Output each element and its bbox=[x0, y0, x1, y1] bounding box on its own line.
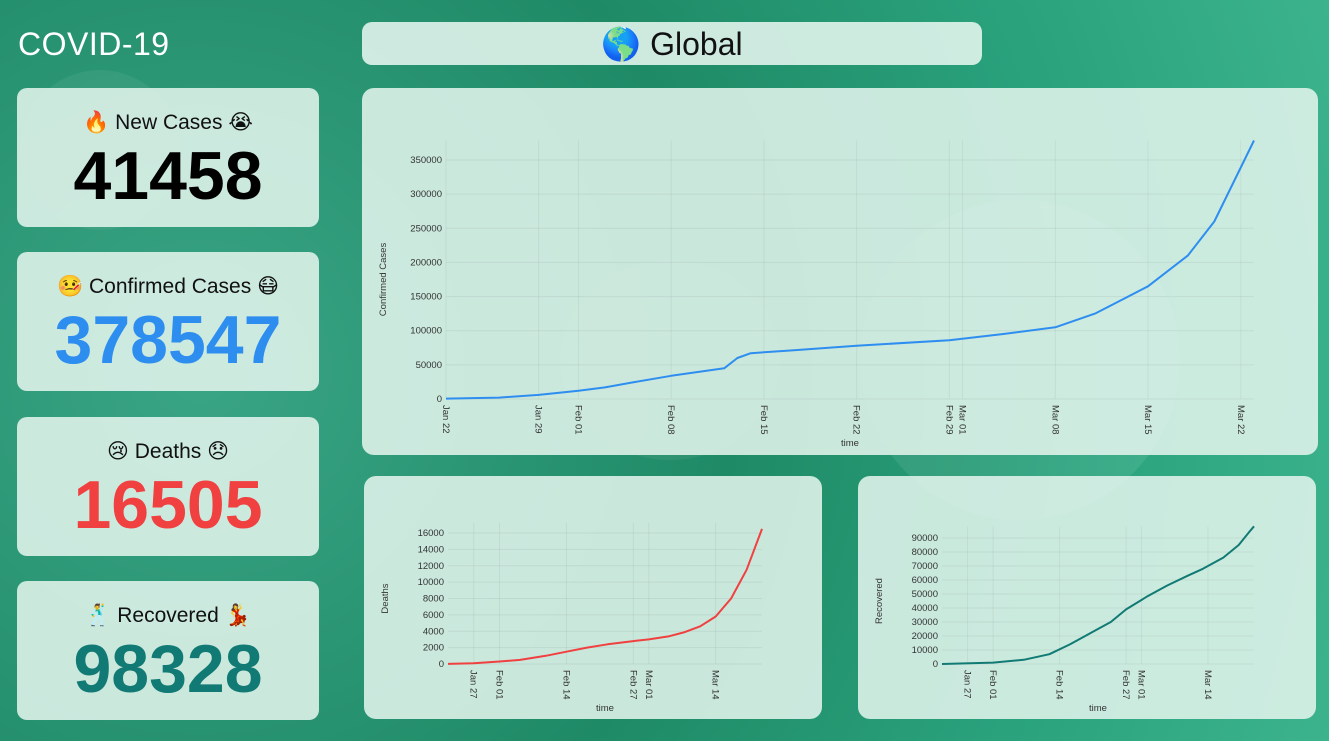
region-header: 🌎 Global bbox=[362, 22, 982, 65]
deaths-chart: 0 2000 4000 6000 8000 10000 12000 14000 16000 Jan… bbox=[380, 523, 763, 714]
y-tick-label: 10000 bbox=[418, 577, 444, 588]
y-tick-label: 20000 bbox=[912, 631, 938, 642]
y-tick-label: 12000 bbox=[418, 561, 444, 572]
region-title: Global bbox=[650, 26, 743, 62]
x-tick-label: Jan 27 bbox=[962, 670, 973, 699]
y-tick-label: 0 bbox=[437, 394, 442, 405]
globe-icon: 🌎 bbox=[601, 26, 642, 62]
y-tick-label: 300000 bbox=[410, 189, 442, 200]
y-tick-label: 70000 bbox=[912, 561, 938, 572]
confirmed-cases-chart: 0 50000 100000 150000 200000 250000 300000 3500… bbox=[378, 140, 1255, 449]
app-title: COVID-19 bbox=[18, 26, 170, 62]
y-axis-title: Deaths bbox=[380, 583, 391, 613]
x-tick-label: Feb 27 bbox=[627, 670, 638, 700]
x-tick-label: Feb 14 bbox=[560, 670, 571, 700]
new-cases-label: 🔥 New Cases 😭 bbox=[83, 111, 253, 134]
x-tick-label: Jan 22 bbox=[440, 405, 451, 434]
y-tick-label: 16000 bbox=[418, 528, 444, 539]
x-tick-label: Feb 29 bbox=[943, 405, 954, 435]
new-cases-card: 🔥 New Cases 😭 41458 bbox=[17, 88, 319, 227]
y-tick-label: 14000 bbox=[418, 544, 444, 555]
recovered-chart-panel: 0 10000 20000 30000 40000 50000 60000 70000 8000… bbox=[858, 476, 1316, 719]
x-axis-title: time bbox=[841, 438, 859, 449]
dancing-woman-icon: 💃 bbox=[224, 604, 251, 627]
x-tick-label: Mar 22 bbox=[1235, 405, 1246, 435]
x-tick-label: Mar 01 bbox=[643, 670, 654, 700]
fire-icon: 🔥 bbox=[83, 111, 110, 134]
x-tick-label: Feb 01 bbox=[572, 405, 583, 435]
x-axis-title: time bbox=[596, 703, 614, 714]
y-tick-label: 200000 bbox=[410, 257, 442, 268]
y-tick-label: 40000 bbox=[912, 603, 938, 614]
y-tick-label: 2000 bbox=[423, 643, 444, 654]
confirmed-cases-label: 🤒 Confirmed Cases 😷 bbox=[57, 275, 279, 298]
thermometer-face-icon: 🤒 bbox=[57, 275, 84, 298]
y-tick-label: 80000 bbox=[912, 547, 938, 558]
x-axis-title: time bbox=[1089, 703, 1107, 714]
y-tick-label: 50000 bbox=[912, 589, 938, 600]
x-tick-label: Feb 27 bbox=[1120, 670, 1131, 700]
y-tick-label: 4000 bbox=[423, 626, 444, 637]
y-tick-label: 0 bbox=[933, 659, 938, 670]
y-tick-label: 150000 bbox=[410, 292, 442, 303]
confirmed-cases-value: 378547 bbox=[54, 302, 282, 378]
mask-face-icon: 😷 bbox=[257, 275, 279, 298]
y-axis-title: Confirmed Cases bbox=[378, 243, 389, 317]
series-line bbox=[941, 525, 1255, 665]
deaths-card: 😢 Deaths 😞 16505 bbox=[17, 417, 319, 556]
x-tick-label: Feb 22 bbox=[851, 405, 862, 435]
y-tick-label: 6000 bbox=[423, 610, 444, 621]
x-tick-label: Feb 14 bbox=[1054, 670, 1065, 700]
x-tick-label: Mar 14 bbox=[710, 670, 721, 700]
x-tick-label: Jan 27 bbox=[468, 670, 479, 699]
confirmed-cases-card: 🤒 Confirmed Cases 😷 378547 bbox=[17, 252, 319, 391]
confirmed-chart-panel: 0 50000 100000 150000 200000 250000 300000 3500… bbox=[362, 88, 1318, 455]
crying-face-icon: 😭 bbox=[228, 111, 253, 134]
deaths-label: 😢 Deaths 😞 bbox=[106, 440, 230, 463]
x-tick-label: Feb 01 bbox=[987, 670, 998, 700]
x-tick-label: Mar 14 bbox=[1202, 670, 1213, 700]
recovered-label: 🕺 Recovered 💃 bbox=[85, 604, 251, 627]
recovered-chart: 0 10000 20000 30000 40000 50000 60000 70000 8000… bbox=[874, 525, 1255, 714]
recovered-card: 🕺 Recovered 💃 98328 bbox=[17, 581, 319, 720]
deaths-value: 16505 bbox=[73, 467, 263, 543]
dancing-man-icon: 🕺 bbox=[85, 604, 112, 627]
sad-face-icon: 😢 bbox=[106, 440, 129, 463]
y-tick-label: 0 bbox=[439, 659, 444, 670]
x-tick-label: Feb 15 bbox=[758, 405, 769, 435]
x-tick-label: Feb 01 bbox=[493, 670, 504, 700]
y-tick-label: 8000 bbox=[423, 594, 444, 605]
y-tick-label: 50000 bbox=[416, 360, 442, 371]
disappointed-face-icon: 😞 bbox=[207, 440, 230, 463]
new-cases-value: 41458 bbox=[73, 138, 263, 214]
x-tick-label: Mar 01 bbox=[1135, 670, 1146, 700]
recovered-value: 98328 bbox=[73, 631, 263, 707]
x-tick-label: Jan 29 bbox=[533, 405, 544, 434]
deaths-chart-panel: 0 2000 4000 6000 8000 10000 12000 14000 16000 Jan… bbox=[364, 476, 822, 719]
x-tick-label: Feb 08 bbox=[665, 405, 676, 435]
x-tick-label: Mar 01 bbox=[957, 405, 968, 435]
y-tick-label: 60000 bbox=[912, 575, 938, 586]
y-tick-label: 10000 bbox=[912, 645, 938, 656]
series-line bbox=[445, 140, 1255, 400]
y-tick-label: 100000 bbox=[410, 326, 442, 337]
y-tick-label: 90000 bbox=[912, 533, 938, 544]
y-axis-title: Recovered bbox=[874, 578, 885, 624]
y-tick-label: 30000 bbox=[912, 617, 938, 628]
series-line bbox=[447, 528, 763, 665]
y-tick-label: 350000 bbox=[410, 155, 442, 166]
x-tick-label: Mar 15 bbox=[1142, 405, 1153, 435]
y-tick-label: 250000 bbox=[410, 223, 442, 234]
x-tick-label: Mar 08 bbox=[1049, 405, 1060, 435]
